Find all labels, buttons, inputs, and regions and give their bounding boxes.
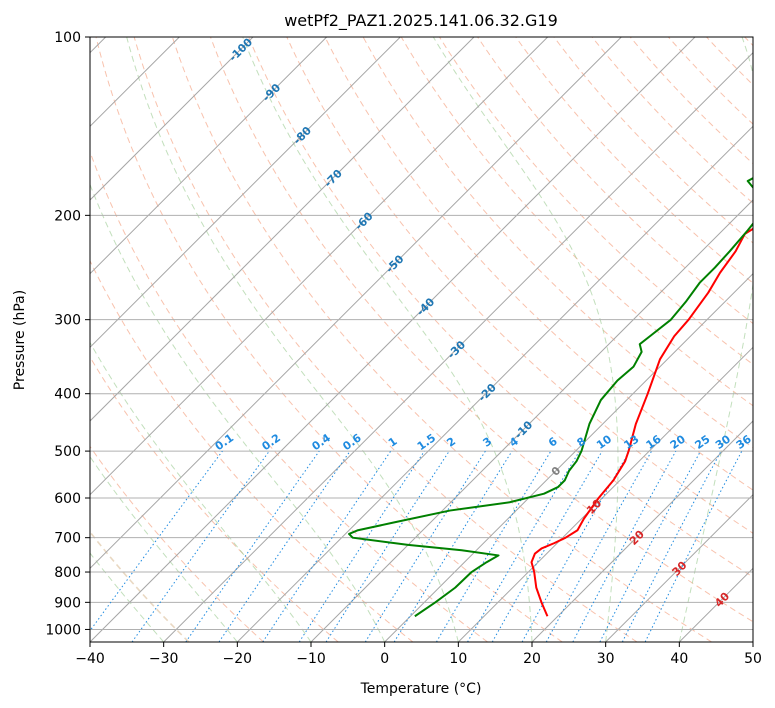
y-tick-label: 700 (54, 531, 81, 547)
dry-adiabat (400, 37, 753, 407)
x-axis-title: Temperature (°C) (360, 681, 482, 697)
x-axis: −40 −30 −20 −10 0 10 20 30 40 50 (75, 642, 762, 667)
plot-area: 0.1 0.2 0.4 0.6 1 1.5 2 3 4 6 8 10 13 16 20 25 30 36-100-… (90, 37, 754, 642)
mixing-ratio-line (521, 450, 630, 642)
x-tick-label: −20 (223, 651, 253, 667)
dry-adiabat (171, 37, 712, 642)
x-tick-label: 20 (523, 651, 541, 667)
mixing-ratio-line (393, 450, 513, 642)
dry-adiabat (90, 259, 414, 642)
y-tick-label: 100 (54, 30, 81, 46)
dry-adiabat (324, 37, 753, 491)
dry-adiabat (90, 445, 264, 642)
dry-adiabat (515, 37, 753, 284)
y-tick-label: 400 (54, 387, 81, 403)
isotherm-line (384, 272, 753, 642)
isotherm-line (90, 37, 328, 275)
mixing-ratio-line (131, 450, 270, 642)
x-tick-label: 10 (449, 651, 467, 667)
isotherm-line (90, 37, 696, 642)
mixing-ratio-line (572, 450, 677, 642)
dry-adiabat (133, 37, 638, 642)
isotherm-line (605, 493, 753, 642)
mixing-ratio-line (90, 450, 223, 632)
mixing-ratio-line (218, 450, 351, 642)
y-axis-title: Pressure (hPa) (12, 290, 28, 390)
y-tick-label: 300 (54, 313, 81, 329)
x-tick-label: 40 (670, 651, 688, 667)
y-tick-label: 1000 (45, 622, 81, 638)
moist-adiabats (90, 37, 753, 642)
y-axis: 100 200 300 400 500 600 700 800 900 1000 (45, 30, 90, 638)
plot-frame (89, 36, 754, 643)
isotherm-line (163, 51, 753, 642)
moist-adiabat (90, 455, 238, 642)
x-tick-label: 50 (744, 651, 762, 667)
temperature-profile-line (530, 227, 753, 617)
mixing-ratio-lines (90, 450, 743, 642)
isotherm-line (90, 37, 622, 570)
isotherm-line (90, 37, 254, 201)
y-tick-label: 800 (54, 565, 81, 581)
data-series (348, 177, 753, 618)
isotherm-line (90, 37, 401, 349)
x-tick-label: 30 (597, 651, 615, 667)
chart-title: wetPf2_PAZ1.2025.141.06.32.G19 (284, 11, 558, 31)
x-tick-label: −40 (75, 651, 105, 667)
x-tick-label: −30 (149, 651, 179, 667)
dry-adiabat (591, 37, 753, 204)
mixing-ratio-line (298, 450, 425, 642)
y-tick-label: 500 (54, 444, 81, 460)
x-tick-label: 0 (380, 651, 389, 667)
isotherm-line (310, 199, 753, 642)
moist-adiabat (90, 183, 386, 642)
dry-adiabat (210, 37, 753, 623)
dry-adiabat (477, 37, 753, 325)
dry-adiabat (248, 37, 753, 578)
isotherm-line (236, 125, 753, 642)
moist-adiabat (90, 341, 312, 642)
isotherms (90, 37, 753, 642)
moist-adiabat (678, 37, 753, 642)
y-tick-label: 900 (54, 595, 81, 611)
moist-adiabat (242, 37, 533, 642)
dry-adiabat (629, 37, 753, 165)
x-tick-label: −10 (296, 651, 326, 667)
moist-adiabat (432, 37, 619, 642)
mixing-ratio-line (262, 450, 392, 642)
isotherm-line (90, 37, 549, 496)
dry-adiabat (95, 37, 563, 642)
dewpoint-profile-line (348, 177, 753, 618)
mixing-ratio-line (185, 450, 320, 642)
y-tick-label: 200 (54, 208, 81, 224)
mixing-ratio-line (545, 450, 653, 642)
moist-adiabat (126, 37, 459, 642)
y-tick-label: 600 (54, 491, 81, 507)
moist-adiabat (90, 552, 165, 642)
isotherm-line (90, 37, 475, 422)
mixing-ratio-line (325, 450, 450, 642)
isotherm-line (531, 420, 753, 642)
mixing-ratio-line (644, 450, 743, 642)
mixing-ratio-label: 36 (734, 432, 754, 452)
pressure-gridlines (90, 37, 753, 630)
